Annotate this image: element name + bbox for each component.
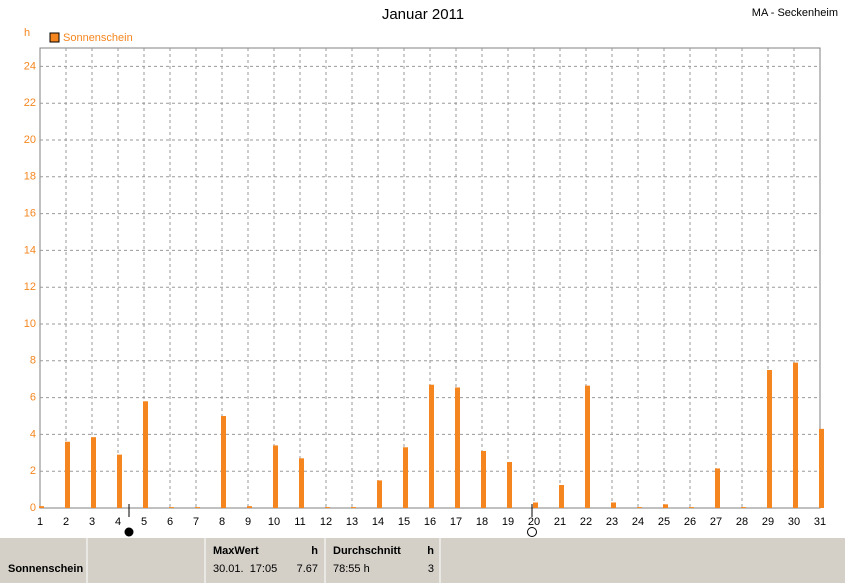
bar (793, 362, 798, 508)
x-tick-label: 12 (320, 516, 332, 528)
x-tick-label: 9 (245, 516, 251, 528)
x-tick-label: 5 (141, 516, 147, 528)
column-header: MaxWert (213, 545, 259, 557)
bar (169, 507, 174, 508)
y-tick-label: 24 (24, 60, 36, 72)
bar (39, 506, 44, 508)
bar (741, 507, 746, 508)
bar (143, 401, 148, 508)
bar (481, 450, 486, 508)
cell: 3 (428, 563, 434, 575)
y-tick-label: 4 (30, 428, 36, 440)
bar (65, 441, 70, 508)
bar (247, 506, 252, 508)
x-tick-label: 1 (37, 516, 43, 528)
bar (351, 507, 356, 508)
bar (637, 507, 642, 508)
legend-swatch (49, 32, 60, 43)
y-tick-label: 20 (24, 134, 36, 146)
y-tick-label: 2 (30, 465, 36, 477)
y-tick-label: 22 (24, 97, 36, 109)
x-tick-label: 16 (424, 516, 436, 528)
data-table: Sonnenschein MaxWert h 30.01. 17:05 7.67… (0, 538, 845, 583)
y-tick-label: 0 (30, 502, 36, 514)
y-tick-label: 16 (24, 208, 36, 220)
x-tick-label: 24 (632, 516, 644, 528)
x-tick-label: 15 (398, 516, 410, 528)
bar (715, 468, 720, 508)
bar (273, 445, 278, 508)
column-header: Durchschnitt (333, 545, 401, 557)
x-tick-label: 26 (684, 516, 696, 528)
x-tick-label: 10 (268, 516, 280, 528)
cell: 78:55 h (333, 563, 370, 575)
x-tick-label: 20 (528, 516, 540, 528)
new-moon (527, 527, 537, 537)
bar (585, 385, 590, 508)
x-tick-label: 3 (89, 516, 95, 528)
y-unit: h (24, 27, 30, 39)
x-tick-label: 19 (502, 516, 514, 528)
y-tick-label: 8 (30, 355, 36, 367)
x-tick-label: 28 (736, 516, 748, 528)
bar (221, 416, 226, 508)
bar (507, 462, 512, 508)
y-tick-label: 18 (24, 171, 36, 183)
cell: 30.01. 17:05 (213, 563, 277, 575)
x-tick-label: 25 (658, 516, 670, 528)
x-tick-label: 29 (762, 516, 774, 528)
column-unit: h (427, 545, 434, 557)
bar (403, 447, 408, 508)
x-tick-label: 31 (814, 516, 826, 528)
location: MA - Seckenheim (752, 7, 838, 19)
chart-title: Januar 2011 (382, 6, 464, 23)
x-tick-label: 30 (788, 516, 800, 528)
x-tick-label: 13 (346, 516, 358, 528)
bar (91, 437, 96, 508)
bar (611, 502, 616, 508)
x-tick-label: 4 (115, 516, 121, 528)
bar (117, 454, 122, 508)
bar (429, 384, 434, 508)
bar (533, 502, 538, 508)
bar (299, 458, 304, 508)
bar (689, 507, 694, 508)
x-tick-label: 23 (606, 516, 618, 528)
cell: 7.67 (297, 563, 318, 575)
x-tick-label: 8 (219, 516, 225, 528)
bar (325, 507, 330, 508)
y-tick-label: 12 (24, 281, 36, 293)
bar (559, 485, 564, 508)
x-tick-label: 21 (554, 516, 566, 528)
x-tick-label: 27 (710, 516, 722, 528)
y-tick-label: 14 (24, 244, 36, 256)
bar (663, 504, 668, 508)
x-tick-label: 22 (580, 516, 592, 528)
x-tick-label: 14 (372, 516, 384, 528)
x-tick-label: 6 (167, 516, 173, 528)
bar (377, 480, 382, 508)
y-tick-label: 10 (24, 318, 36, 330)
legend-label: Sonnenschein (63, 32, 133, 44)
bar (455, 387, 460, 508)
bar (819, 428, 824, 508)
column-unit: h (311, 545, 318, 557)
x-tick-label: 7 (193, 516, 199, 528)
bar (767, 370, 772, 508)
row-label: Sonnenschein (8, 563, 83, 575)
x-tick-label: 18 (476, 516, 488, 528)
x-tick-label: 11 (294, 516, 305, 528)
bar (195, 507, 200, 508)
table-bg (0, 538, 845, 583)
x-tick-label: 2 (63, 516, 69, 528)
x-tick-label: 17 (450, 516, 462, 528)
y-tick-label: 6 (30, 392, 36, 404)
full-moon (124, 527, 134, 537)
